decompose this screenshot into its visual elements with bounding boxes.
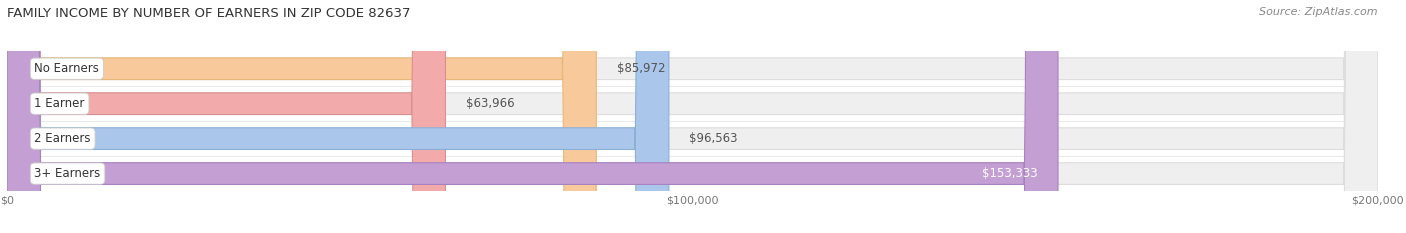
Text: Source: ZipAtlas.com: Source: ZipAtlas.com bbox=[1260, 7, 1378, 17]
Text: 2 Earners: 2 Earners bbox=[35, 132, 91, 145]
Text: $63,966: $63,966 bbox=[465, 97, 515, 110]
FancyBboxPatch shape bbox=[7, 0, 596, 233]
Text: $96,563: $96,563 bbox=[689, 132, 738, 145]
Text: 1 Earner: 1 Earner bbox=[35, 97, 84, 110]
FancyBboxPatch shape bbox=[7, 0, 669, 233]
Text: 3+ Earners: 3+ Earners bbox=[35, 167, 101, 180]
FancyBboxPatch shape bbox=[7, 0, 1378, 233]
Text: $85,972: $85,972 bbox=[617, 62, 665, 75]
FancyBboxPatch shape bbox=[7, 0, 1378, 233]
Text: FAMILY INCOME BY NUMBER OF EARNERS IN ZIP CODE 82637: FAMILY INCOME BY NUMBER OF EARNERS IN ZI… bbox=[7, 7, 411, 20]
Text: $153,333: $153,333 bbox=[981, 167, 1038, 180]
FancyBboxPatch shape bbox=[7, 0, 1378, 233]
FancyBboxPatch shape bbox=[7, 0, 446, 233]
FancyBboxPatch shape bbox=[7, 0, 1378, 233]
FancyBboxPatch shape bbox=[7, 0, 1057, 233]
Text: No Earners: No Earners bbox=[35, 62, 100, 75]
